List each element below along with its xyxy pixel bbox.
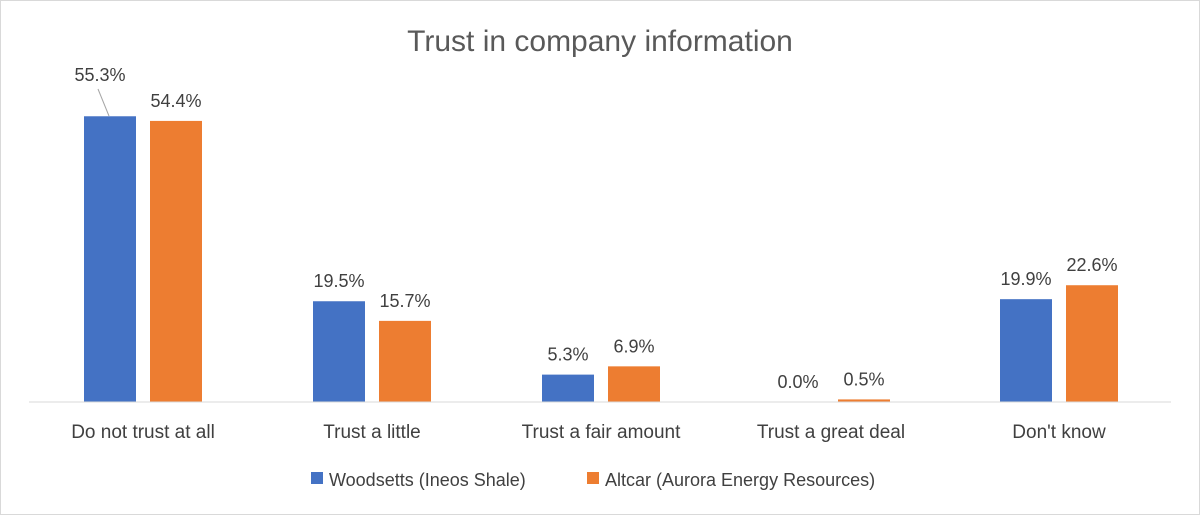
- legend-label-woodsetts: Woodsetts (Ineos Shale): [329, 470, 526, 490]
- data-label: 0.0%: [777, 372, 818, 392]
- bar: [313, 301, 365, 402]
- data-label: 22.6%: [1066, 255, 1117, 275]
- data-label: 5.3%: [547, 345, 588, 365]
- data-label: 19.5%: [313, 271, 364, 291]
- bar: [1066, 285, 1118, 402]
- bar: [379, 320, 431, 402]
- bar: [84, 116, 136, 403]
- data-label: 19.9%: [1000, 269, 1051, 289]
- leader-line: [97, 88, 110, 117]
- category-label: Trust a fair amount: [522, 422, 681, 443]
- bars-group: [84, 116, 1118, 403]
- bar: [542, 374, 594, 402]
- legend-label-altcar: Altcar (Aurora Energy Resources): [605, 470, 875, 490]
- chart-title: Trust in company information: [407, 25, 793, 58]
- data-labels: 55.3% 54.4% 19.5% 15.7% 5.3% 6.9% 0.0% 0.5% 19.9…: [74, 65, 1117, 392]
- data-label: 0.5%: [843, 369, 884, 389]
- legend-swatch-altcar: [587, 472, 599, 484]
- legend-swatch-woodsetts: [311, 472, 323, 484]
- category-label: Don't know: [1012, 422, 1106, 443]
- category-label: Trust a great deal: [757, 422, 905, 443]
- bar: [838, 399, 890, 402]
- legend: Woodsetts (Ineos Shale) Altcar (Aurora E…: [311, 470, 875, 490]
- bar: [150, 120, 202, 403]
- category-label: Do not trust at all: [71, 422, 215, 443]
- category-label: Trust a little: [323, 422, 421, 443]
- data-label: 54.4%: [150, 91, 201, 111]
- data-label: 15.7%: [379, 291, 430, 311]
- category-labels: Do not trust at all Trust a little Trust a…: [71, 422, 1106, 443]
- bar: [608, 366, 660, 402]
- data-label: 6.9%: [613, 336, 654, 356]
- data-label: 55.3%: [74, 65, 125, 85]
- bar: [1000, 299, 1052, 402]
